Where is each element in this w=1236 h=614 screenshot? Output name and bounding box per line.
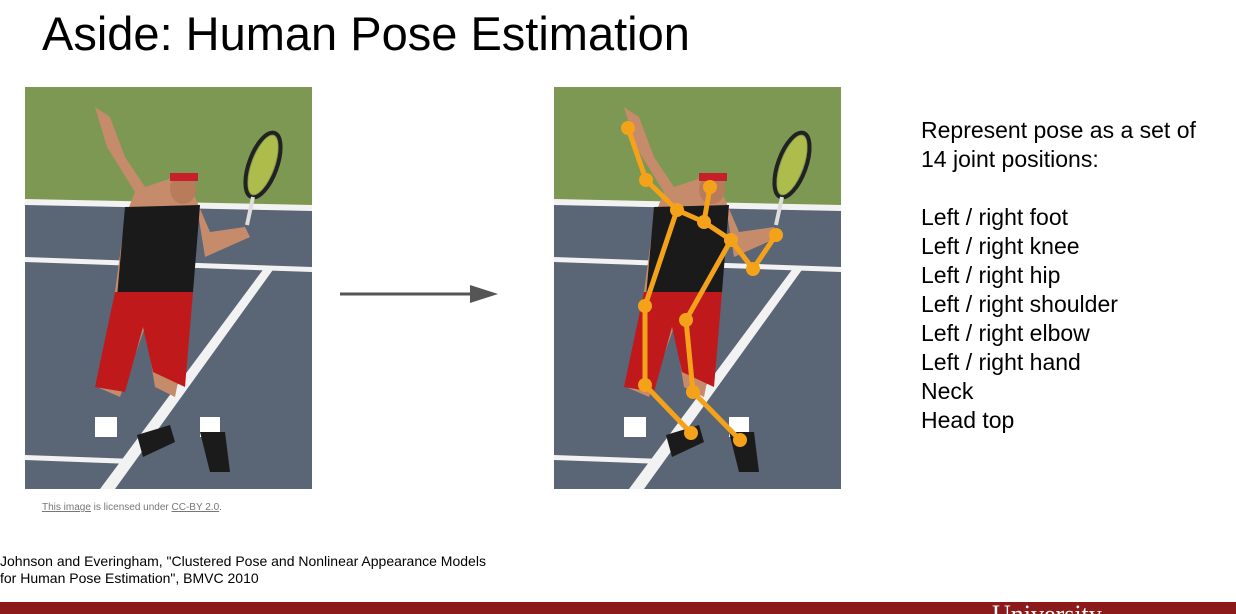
footer-bar: University (0, 602, 1236, 614)
joint-list-item: Left / right knee (921, 233, 1080, 259)
joint-list-item: Left / right shoulder (921, 291, 1118, 317)
joint-list-item: Left / right elbow (921, 320, 1090, 346)
joint-list-item: Left / right hand (921, 349, 1081, 375)
image-link[interactable]: This image (42, 502, 91, 513)
pose-annotated-photo (554, 87, 841, 489)
joint-list-item: Left / right hip (921, 262, 1061, 288)
joint-list-item: Head top (921, 407, 1015, 433)
pose-description: Represent pose as a set of 14 joint posi… (921, 116, 1221, 435)
arrow-right-icon (340, 285, 498, 303)
cc-license-link[interactable]: CC-BY 2.0 (171, 502, 220, 513)
citation: Johnson and Everingham, "Clustered Pose … (0, 553, 486, 587)
tennis-player-photo (25, 87, 312, 489)
joint-list-item: Neck (921, 378, 974, 404)
pose-joints (621, 121, 783, 447)
joint-list: Left / right foot Left / right knee Left… (921, 203, 1221, 435)
joint-list-item: Left / right foot (921, 204, 1069, 230)
citation-line-2: for Human Pose Estimation", BMVC 2010 (0, 570, 259, 586)
footer-text: University (992, 602, 1102, 614)
citation-line-1: Johnson and Everingham, "Clustered Pose … (0, 553, 486, 569)
image-license-note: This image is licensed under CC-BY 2.0. (42, 502, 222, 513)
license-text: is licensed under (90, 502, 172, 513)
slide-title: Aside: Human Pose Estimation (42, 7, 690, 60)
pose-description-intro: Represent pose as a set of 14 joint posi… (921, 117, 1196, 172)
